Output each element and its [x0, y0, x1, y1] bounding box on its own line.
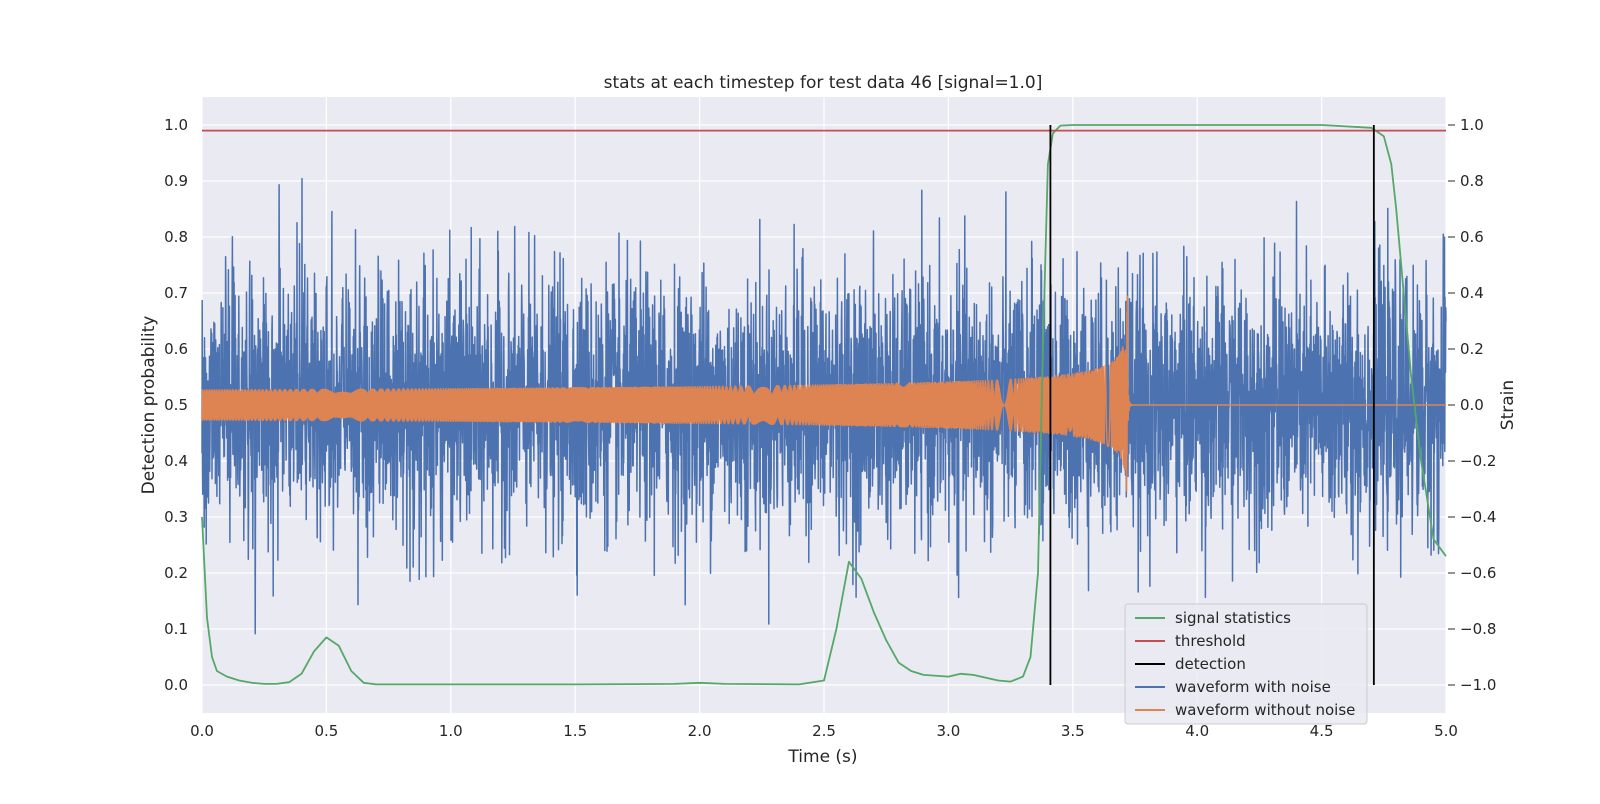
x-tick-label: 3.5 [1061, 722, 1085, 740]
y-axis-right-label: Strain [1498, 380, 1518, 430]
y-right-tick-label: 0.2 [1460, 340, 1484, 358]
y-axis-left-ticks: 0.0 0.1 0.2 0.3 0.4 0.5 0.6 0.7 0.8 0.9 1.0 [164, 116, 188, 694]
series-signal-statistics [201, 124, 1447, 686]
x-tick-label: 1.5 [563, 722, 587, 740]
y-right-tick-label: 0.0 [1460, 396, 1484, 414]
y-axis-left-label: Detection probability [139, 316, 159, 495]
y-left-tick-label: 0.3 [164, 508, 188, 526]
legend-box [1124, 603, 1368, 725]
y-right-tick-label: −0.2 [1460, 452, 1496, 470]
y-left-tick-label: 0.7 [164, 284, 188, 302]
x-tick-label: 5.0 [1434, 722, 1458, 740]
series-detection [1049, 125, 1375, 685]
y-right-tick-label: −1.0 [1460, 676, 1496, 694]
legend-label-detection: detection [1175, 655, 1246, 673]
chart-title: stats at each timestep for test data 46 … [604, 73, 1043, 93]
y-left-tick-label: 0.2 [164, 564, 188, 582]
y-right-tick-label: 1.0 [1460, 116, 1484, 134]
y-right-tick-label: −0.8 [1460, 620, 1496, 638]
y-left-tick-label: 0.8 [164, 228, 188, 246]
y-right-tick-label: 0.6 [1460, 228, 1484, 246]
y-left-tick-label: 0.0 [164, 676, 188, 694]
series-waveform-without-noise [201, 295, 1446, 492]
x-tick-label: 0.0 [190, 722, 214, 740]
legend-label-threshold: threshold [1175, 632, 1246, 650]
x-tick-label: 4.5 [1310, 722, 1334, 740]
x-axis-ticks: 0.0 0.5 1.0 1.5 2.0 2.5 3.0 3.5 4.0 4.5 5.0 [190, 722, 1458, 740]
y-left-tick-label: 0.6 [164, 340, 188, 358]
legend: signal statistics threshold detection wa… [1124, 603, 1368, 725]
y-right-tick-label: −0.6 [1460, 564, 1496, 582]
x-tick-label: 3.0 [936, 722, 960, 740]
legend-label-signal-statistics: signal statistics [1175, 609, 1291, 627]
signal-statistics-line [201, 124, 1447, 686]
waveform-without-noise-line [201, 295, 1446, 492]
y-axis-right-ticks: −1.0 −0.8 −0.6 −0.4 −0.2 0.0 0.2 0.4 0.6 0.8 1.0 [1448, 116, 1496, 694]
legend-label-waveform-with-noise: waveform with noise [1175, 678, 1331, 696]
y-left-tick-label: 0.9 [164, 172, 188, 190]
legend-label-waveform-without-noise: waveform without noise [1175, 701, 1355, 719]
y-right-tick-label: 0.8 [1460, 172, 1484, 190]
y-right-tick-label: −0.4 [1460, 508, 1496, 526]
x-tick-label: 2.5 [812, 722, 836, 740]
x-tick-label: 0.5 [314, 722, 338, 740]
y-left-tick-label: 1.0 [164, 116, 188, 134]
x-tick-label: 1.0 [439, 722, 463, 740]
x-axis-label: Time (s) [787, 747, 857, 767]
x-tick-label: 4.0 [1185, 722, 1209, 740]
x-tick-label: 2.0 [688, 722, 712, 740]
y-left-tick-label: 0.4 [164, 452, 188, 470]
y-left-tick-label: 0.1 [164, 620, 188, 638]
y-left-tick-label: 0.5 [164, 396, 188, 414]
y-right-tick-label: 0.4 [1460, 284, 1484, 302]
